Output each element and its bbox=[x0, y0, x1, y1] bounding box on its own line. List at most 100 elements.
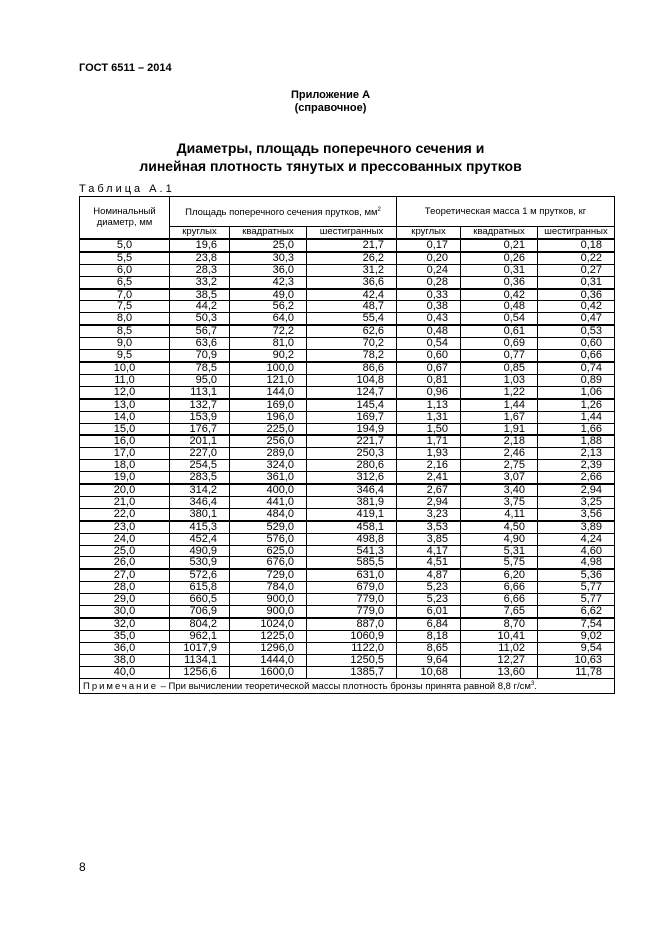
table-cell: 8,65 bbox=[396, 641, 462, 655]
table-cell: 3,89 bbox=[537, 519, 616, 534]
table-cell: 40,0 bbox=[79, 665, 170, 679]
table-cell: 4,98 bbox=[537, 556, 616, 570]
table-cell: 779,0 bbox=[305, 605, 398, 619]
table-cell: 0,48 bbox=[396, 324, 462, 339]
table-cell: 5,77 bbox=[537, 581, 616, 595]
table-cell: 0,22 bbox=[537, 250, 616, 265]
table-cell: 5,77 bbox=[537, 593, 616, 607]
table-cell: 1296,0 bbox=[229, 641, 307, 655]
table-cell: 381,9 bbox=[305, 495, 398, 509]
table-cell: 314,2 bbox=[169, 482, 230, 497]
page-title: Диаметры, площадь поперечного сечения и … bbox=[0, 139, 661, 175]
appendix-title: Приложение А bbox=[290, 89, 371, 101]
table-cell: 4,87 bbox=[396, 568, 462, 583]
table-cell: 1,06 bbox=[537, 385, 616, 400]
table-cell: 0,42 bbox=[460, 287, 539, 302]
table-cell: 4,60 bbox=[537, 544, 616, 558]
table-cell: 10,41 bbox=[460, 629, 539, 643]
table-cell: 0,43 bbox=[396, 312, 462, 326]
table-cell: 31,2 bbox=[305, 263, 398, 277]
table-cell: 1385,7 bbox=[305, 665, 398, 679]
table-cell: 6,66 bbox=[460, 593, 539, 607]
table-cell: 3,07 bbox=[460, 471, 539, 485]
table-cell: 4,11 bbox=[460, 507, 539, 522]
table-row: 18,0 254,5 324,0 280,6 2,16 2,75 2,39 bbox=[79, 459, 616, 473]
table-cell: 2,13 bbox=[537, 447, 616, 461]
table-cell: 2,94 bbox=[537, 482, 616, 497]
table-cell: 33,2 bbox=[169, 275, 230, 290]
table-cell: 6,5 bbox=[79, 275, 170, 290]
table-cell: 4,17 bbox=[396, 544, 462, 558]
table-cell: 0,96 bbox=[396, 385, 462, 400]
table-cell: 26,0 bbox=[79, 556, 170, 570]
table-cell: 3,75 bbox=[460, 495, 539, 509]
table-cell: 0,81 bbox=[396, 373, 462, 387]
table-note-row: Примечание – При вычислении теоретическо… bbox=[78, 677, 616, 694]
document-code: ГОСТ 6511 – 2014 bbox=[79, 62, 172, 74]
table-cell: 0,26 bbox=[460, 250, 539, 265]
table-cell: 17,0 bbox=[79, 447, 170, 461]
table-cell: 49,0 bbox=[229, 287, 307, 302]
table-cell: 3,56 bbox=[537, 507, 616, 522]
table-cell: 104,8 bbox=[305, 373, 398, 387]
table-cell: 346,4 bbox=[305, 482, 398, 497]
subheader-cell: квадратных bbox=[229, 225, 307, 240]
table-cell: 3,85 bbox=[396, 532, 462, 546]
table-cell: 7,0 bbox=[79, 287, 170, 302]
table-cell: 22,0 bbox=[79, 507, 170, 522]
table-cell: 572,6 bbox=[169, 568, 230, 583]
table-cell: 11,78 bbox=[537, 665, 616, 679]
table-cell: 50,3 bbox=[169, 312, 230, 326]
table-cell: 1,26 bbox=[537, 397, 616, 412]
table-cell: 124,7 bbox=[305, 385, 398, 400]
table-cell: 9,64 bbox=[396, 653, 462, 667]
table-cell: 27,0 bbox=[79, 568, 170, 583]
table-cell: 6,0 bbox=[79, 263, 170, 277]
table-cell: 254,5 bbox=[169, 459, 230, 473]
table-cell: 1225,0 bbox=[229, 629, 307, 643]
table-cell: 15,0 bbox=[79, 422, 170, 436]
table-row: 16,0 201,1 256,0 221,7 1,71 2,18 1,88 bbox=[79, 434, 616, 449]
table-cell: 0,85 bbox=[460, 360, 539, 375]
table-cell: 0,31 bbox=[537, 275, 616, 290]
appendix-subtitle: (справочное) bbox=[294, 102, 367, 114]
table-cell: 0,31 bbox=[460, 263, 539, 277]
table-cell: 30,0 bbox=[79, 605, 170, 619]
header-area: Площадь поперечного сечения прутков, мм2 bbox=[168, 196, 398, 227]
table-cell: 2,41 bbox=[396, 471, 462, 485]
table-cell: 1,50 bbox=[396, 422, 462, 436]
table-cell: 1122,0 bbox=[305, 641, 398, 655]
subheader-cell: круглых bbox=[396, 225, 462, 240]
table-cell: 12,0 bbox=[79, 385, 170, 400]
table-cell: 2,75 bbox=[460, 459, 539, 473]
table-cell: 1,91 bbox=[460, 422, 539, 436]
table-cell: 0,60 bbox=[537, 337, 616, 351]
table-cell: 615,8 bbox=[169, 581, 230, 595]
table-cell: 1,44 bbox=[537, 410, 616, 424]
table-row: 29,0 660,5 900,0 779,0 5,23 6,66 5,77 bbox=[79, 593, 616, 607]
table-cell: 1256,6 bbox=[169, 665, 230, 679]
table-cell: 1,31 bbox=[396, 410, 462, 424]
table-cell: 28,3 bbox=[169, 263, 230, 277]
table-row: 35,0 962,1 1225,0 1060,9 8,18 10,41 9,02 bbox=[79, 629, 616, 643]
table-cell: 44,2 bbox=[169, 300, 230, 314]
table-cell: 19,0 bbox=[79, 471, 170, 485]
table-cell: 81,0 bbox=[229, 337, 307, 351]
table-cell: 10,68 bbox=[396, 665, 462, 679]
table-row: 10,0 78,5 100,0 86,6 0,67 0,85 0,74 bbox=[79, 360, 616, 375]
table-cell: 113,1 bbox=[169, 385, 230, 400]
table-cell: 25,0 bbox=[229, 237, 307, 253]
table-cell: 100,0 bbox=[229, 360, 307, 375]
table-row: 13,0 132,7 169,0 145,4 1,13 1,44 1,26 bbox=[79, 397, 616, 412]
table-cell: 132,7 bbox=[169, 397, 230, 412]
table-cell: 2,39 bbox=[537, 459, 616, 473]
table-cell: 2,66 bbox=[537, 471, 616, 485]
table-cell: 2,16 bbox=[396, 459, 462, 473]
table-cell: 0,47 bbox=[537, 312, 616, 326]
table-cell: 72,2 bbox=[229, 324, 307, 339]
table-cell: 11,02 bbox=[460, 641, 539, 655]
table-cell: 1250,5 bbox=[305, 653, 398, 667]
table-cell: 6,20 bbox=[460, 568, 539, 583]
table-cell: 6,84 bbox=[396, 616, 462, 631]
table-cell: 4,51 bbox=[396, 556, 462, 570]
